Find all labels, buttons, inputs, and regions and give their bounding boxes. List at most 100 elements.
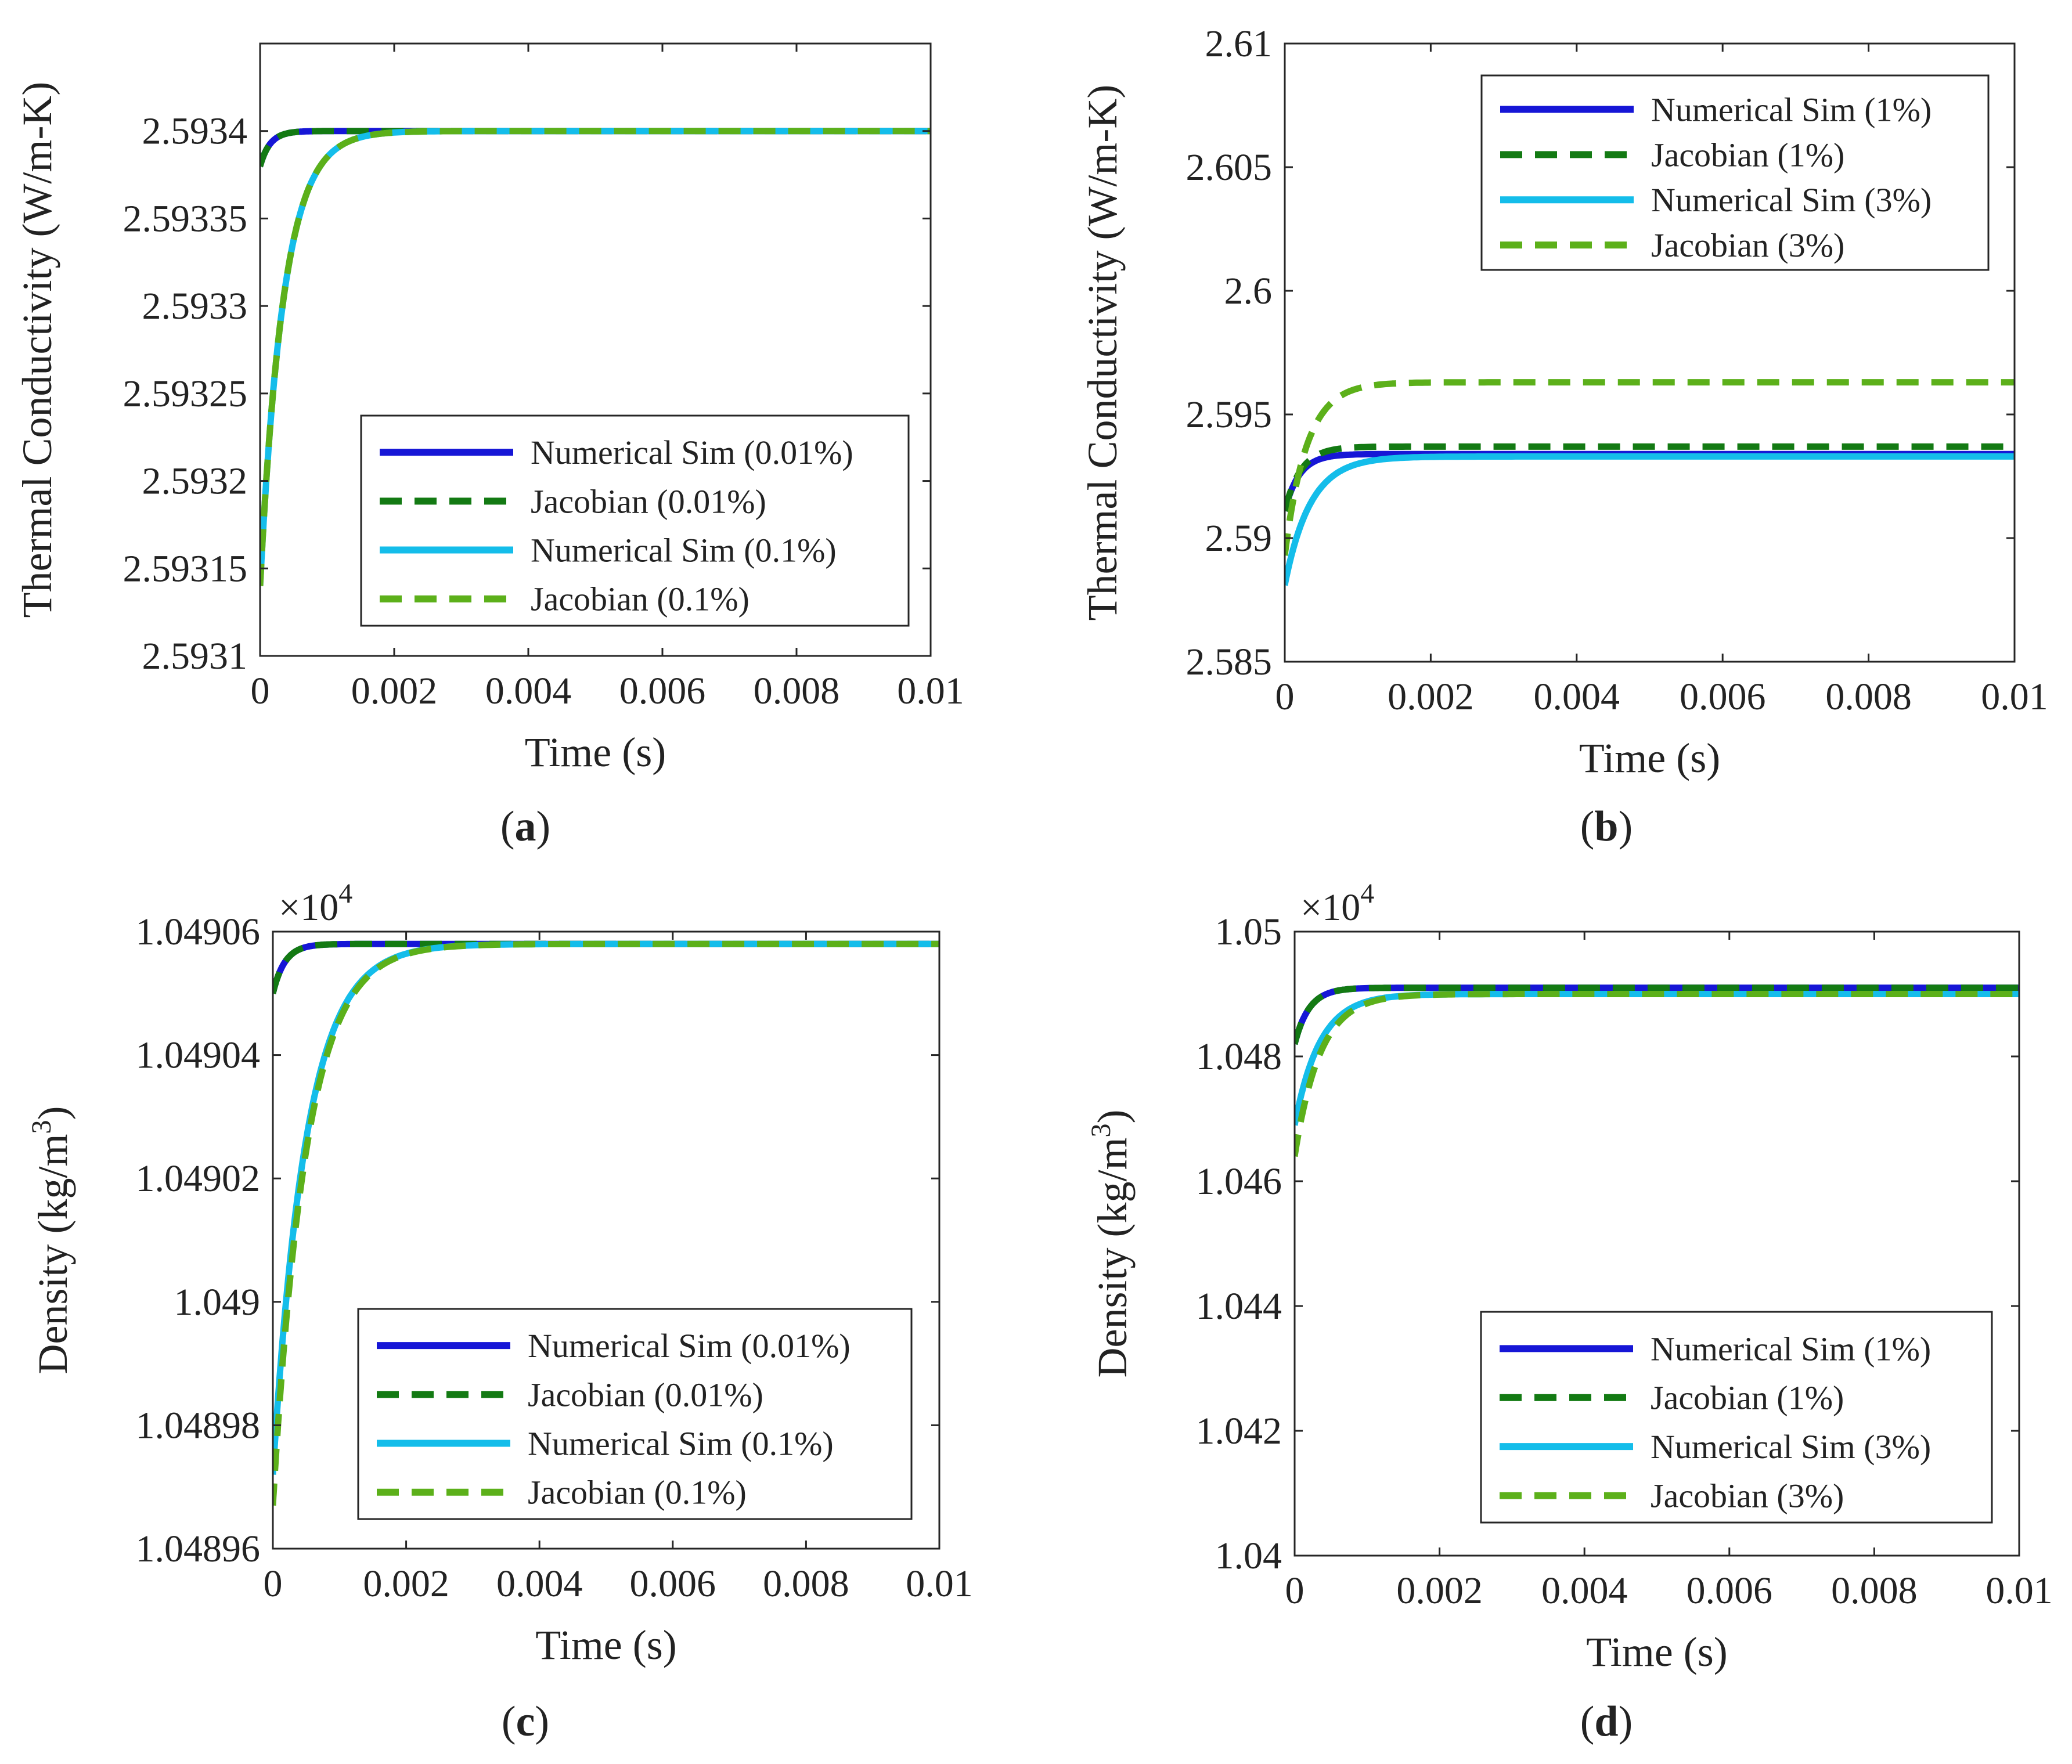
y-tick-label: 1.04896 (136, 1528, 261, 1570)
axis-multiplier: ×104 (279, 878, 352, 929)
y-tick-label: 2.605 (1186, 146, 1273, 189)
panel-caption: (a) (500, 803, 550, 850)
series-line-2 (1285, 443, 2015, 514)
x-tick-label: 0.004 (496, 1563, 583, 1605)
legend-label: Jacobian (3%) (1651, 226, 1844, 264)
x-tick-label: 0.008 (1831, 1570, 1918, 1612)
series-lines (260, 128, 931, 589)
y-tick-label: 2.6 (1224, 270, 1273, 312)
y-tick-label: 2.59335 (123, 197, 248, 240)
legend-label: Numerical Sim (3%) (1651, 1428, 1931, 1466)
x-axis-label: Time (s) (1579, 735, 1720, 781)
x-tick-label: 0.006 (619, 670, 706, 712)
legend-label: Numerical Sim (3%) (1651, 181, 1932, 219)
panel-caption: (b) (1580, 803, 1633, 850)
legend: Numerical Sim (0.01%) Jacobian (0.01%) Num… (360, 414, 910, 627)
series-lines (273, 940, 939, 1508)
x-tick-label: 0.004 (485, 670, 572, 712)
y-tick-label: 2.5931 (142, 635, 248, 677)
axes-box (272, 930, 940, 1550)
legend-label: Numerical Sim (0.01%) (531, 434, 853, 471)
x-tick-label: 0.002 (363, 1563, 449, 1605)
axes-box (259, 42, 932, 657)
legend: Numerical Sim (1%) Jacobian (1%) Numerical… (1480, 1311, 1993, 1524)
y-tick-label: 1.049 (174, 1281, 261, 1323)
y-tick-label: 1.048 (1196, 1036, 1282, 1078)
x-tick-label: 0.008 (1825, 676, 1912, 718)
x-tick-label: 0 (264, 1563, 283, 1605)
x-tick-label: 0 (1285, 1570, 1305, 1612)
y-tick-label: 1.04902 (136, 1157, 261, 1200)
y-tick-label: 1.044 (1196, 1285, 1282, 1327)
series-line-1 (1295, 984, 2019, 1047)
x-tick-label: 0.008 (763, 1563, 849, 1605)
series-line-3 (1295, 991, 2019, 1128)
legend-label: Jacobian (0.1%) (528, 1474, 747, 1512)
y-tick-label: 2.59315 (123, 547, 248, 590)
y-tick-label: 1.04906 (136, 911, 261, 953)
series-line-3 (1285, 453, 2015, 589)
y-tick-label: 2.5934 (142, 110, 248, 153)
legend-label: Numerical Sim (0.1%) (528, 1425, 834, 1463)
legend-label: Jacobian (0.01%) (528, 1376, 763, 1413)
legend-label: Jacobian (0.1%) (531, 580, 749, 618)
y-tick-label: 1.046 (1196, 1160, 1282, 1203)
y-axis-label: Thermal Conductivity (W/m-K) (14, 82, 60, 618)
x-axis-label: Time (s) (535, 1622, 676, 1668)
x-tick-label: 0.002 (1396, 1570, 1483, 1612)
y-axis-label: Density (kg/m3) (26, 1106, 76, 1375)
y-tick-label: 2.61 (1205, 23, 1273, 65)
y-tick-label: 2.595 (1186, 394, 1273, 436)
panel-caption: (d) (1580, 1698, 1633, 1745)
y-tick-label: 2.59 (1205, 517, 1273, 560)
series-line-4 (273, 940, 939, 1508)
y-tick-label: 2.585 (1186, 641, 1273, 683)
y-tick-label: 1.05 (1215, 911, 1282, 953)
x-tick-label: 0.01 (1981, 676, 2048, 718)
x-tick-label: 0.01 (906, 1563, 973, 1605)
x-tick-label: 0.002 (351, 670, 438, 712)
x-tick-label: 0.01 (897, 670, 964, 712)
axes-box (1293, 930, 2020, 1557)
legend-label: Numerical Sim (0.01%) (528, 1327, 851, 1365)
x-tick-label: 0 (1275, 676, 1295, 718)
legend-label: Numerical Sim (1%) (1651, 1330, 1931, 1368)
y-tick-label: 1.04 (1215, 1535, 1282, 1577)
x-tick-label: 0 (251, 670, 270, 712)
series-lines (1285, 379, 2015, 589)
panel-caption: (c) (502, 1698, 549, 1745)
series-lines (1295, 984, 2019, 1159)
x-axis-label: Time (s) (525, 729, 666, 775)
series-line-4 (260, 128, 931, 589)
x-tick-label: 0.004 (1534, 676, 1620, 718)
x-tick-label: 0.004 (1541, 1570, 1628, 1612)
x-tick-label: 0.006 (630, 1563, 716, 1605)
y-tick-label: 2.5932 (142, 460, 248, 503)
series-line-4 (1285, 379, 2015, 558)
y-tick-label: 1.042 (1196, 1410, 1282, 1452)
x-tick-label: 0.01 (1985, 1570, 2053, 1612)
legend-label: Jacobian (3%) (1651, 1477, 1844, 1515)
legend-label: Jacobian (1%) (1651, 1379, 1844, 1417)
y-axis-label: Thermal Conductivity (W/m-K) (1079, 85, 1126, 621)
legend: Numerical Sim (1%) Jacobian (1%) Numerical… (1480, 74, 1990, 271)
axis-multiplier: ×104 (1300, 878, 1374, 929)
chart-panel-c: 0 0.002 0.004 0.006 0.008 0.01 1.04896 1.04898 1… (26, 878, 973, 1745)
series-line-1 (1285, 450, 2015, 514)
legend-label: Numerical Sim (1%) (1651, 91, 1932, 128)
legend-label: Jacobian (0.01%) (531, 482, 766, 520)
y-axis-label: Density (kg/m3) (1086, 1110, 1136, 1378)
chart-panel-b: 0 0.002 0.004 0.006 0.008 0.01 2.585 2.59 2.595 2… (1079, 23, 2048, 850)
x-tick-label: 0.008 (754, 670, 840, 712)
axes-box (1284, 42, 2016, 663)
legend: Numerical Sim (0.01%) Jacobian (0.01%) Num… (357, 1308, 913, 1520)
chart-panel-d: 0 0.002 0.004 0.006 0.008 0.01 1.04 1.042 1.044 1… (1086, 878, 2053, 1745)
series-line-4 (1295, 991, 2019, 1159)
y-tick-label: 2.5933 (142, 285, 248, 327)
y-tick-label: 1.04898 (136, 1404, 261, 1446)
legend-label: Numerical Sim (0.1%) (531, 532, 837, 569)
x-axis-label: Time (s) (1586, 1629, 1727, 1675)
x-tick-label: 0.002 (1388, 676, 1474, 718)
x-tick-label: 0.006 (1680, 676, 1766, 718)
